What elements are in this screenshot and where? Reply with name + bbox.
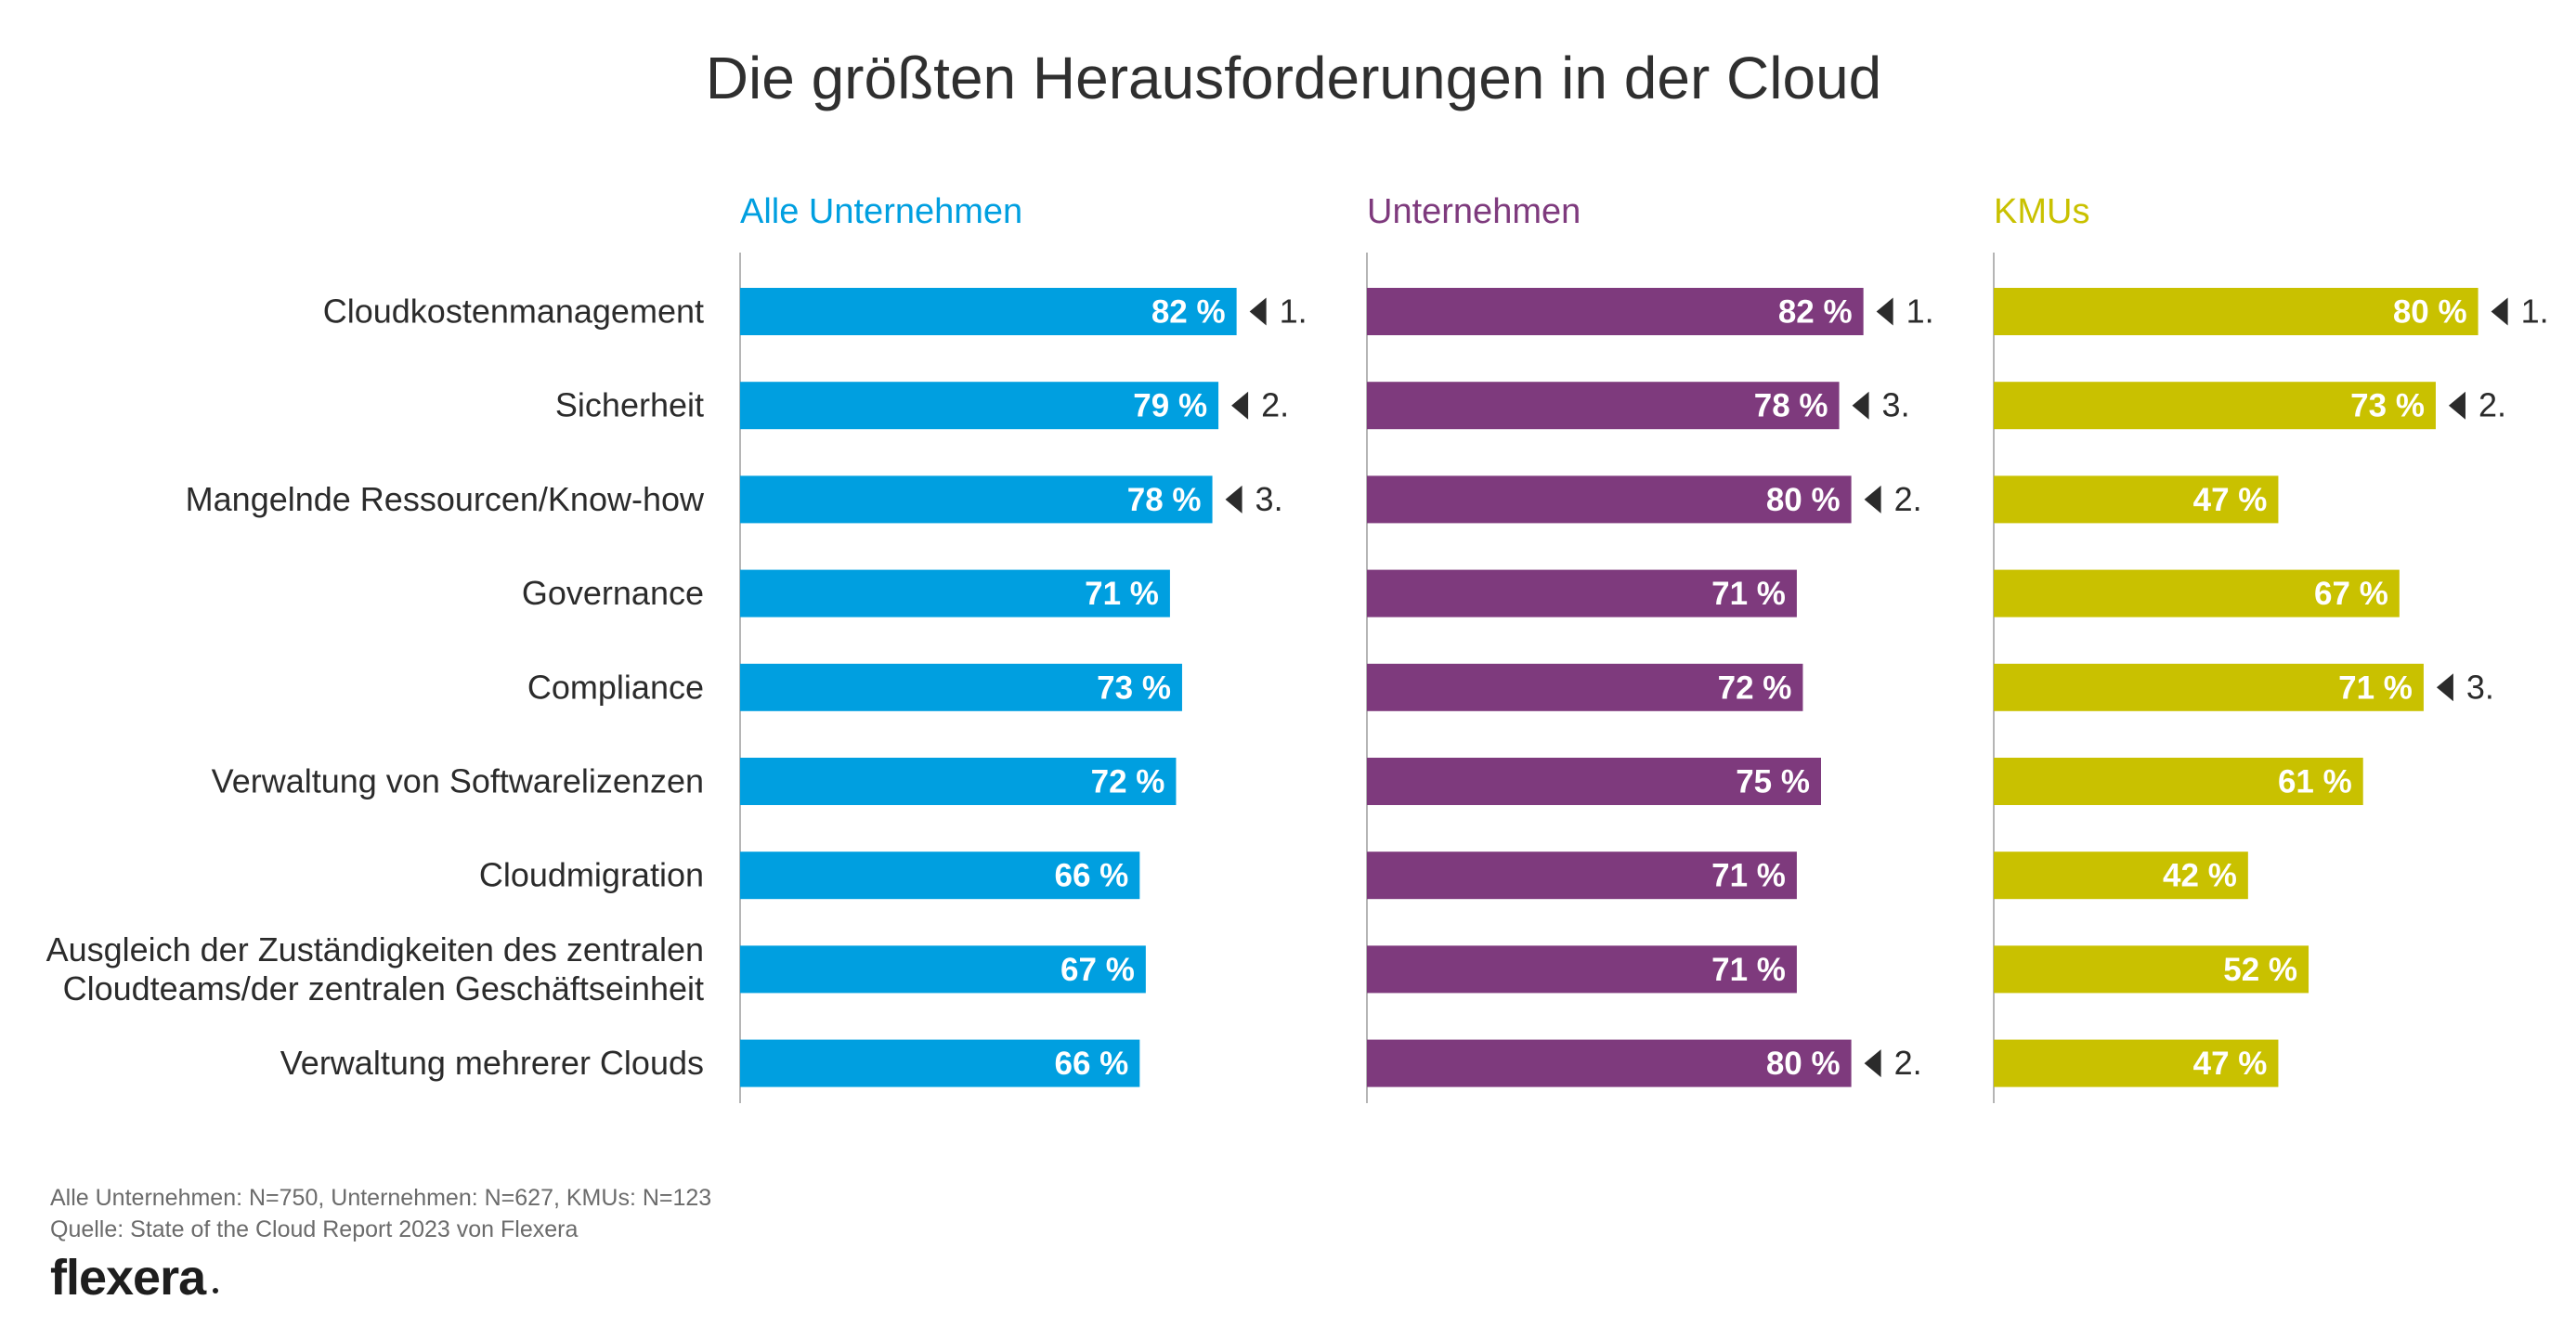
rank-label: 1.: [2521, 292, 2549, 331]
bar: [1367, 663, 1803, 711]
bar-value-label: 78 %: [1127, 482, 1202, 518]
category-label: Cloudmigration: [479, 856, 704, 894]
bar: [1367, 569, 1797, 618]
rank-label: 2.: [1261, 386, 1289, 424]
bar: [740, 758, 1177, 805]
rank-marker-icon: [1225, 485, 1242, 514]
category-label: Cloudkostenmanagement: [323, 292, 704, 331]
bar-value-label: 80 %: [1766, 1046, 1841, 1082]
bar-value-label: 47 %: [2193, 482, 2268, 518]
logo-dot: [213, 1288, 218, 1294]
bar: [1994, 758, 2363, 805]
bar-value-label: 71 %: [1085, 576, 1159, 612]
bar-value-label: 72 %: [1718, 670, 1792, 706]
rank-label: 2.: [1894, 480, 1922, 518]
category-label: Governance: [522, 574, 704, 612]
category-label: Mangelnde Ressourcen/Know-how: [186, 480, 705, 518]
bar-value-label: 52 %: [2223, 952, 2297, 988]
bar: [740, 569, 1170, 618]
bar: [1994, 475, 2279, 524]
bar: [1994, 288, 2478, 335]
rank-label: 2.: [1894, 1044, 1922, 1082]
bar-value-label: 71 %: [1711, 858, 1786, 894]
chart-title: Die größten Herausforderungen in der Clo…: [706, 45, 1882, 111]
bar-value-label: 82 %: [1778, 294, 1853, 331]
bar-value-label: 80 %: [1766, 482, 1841, 518]
group-title: Unternehmen: [1367, 192, 1581, 231]
bar: [740, 382, 1219, 430]
category-label: Ausgleich der Zuständigkeiten des zentra…: [46, 930, 704, 1008]
bar: [1367, 288, 1864, 335]
bar-value-label: 66 %: [1055, 1046, 1129, 1082]
bar: [1994, 382, 2436, 430]
rank-marker-icon: [1249, 297, 1267, 326]
group-title: Alle Unternehmen: [740, 192, 1022, 231]
chart-body: Cloudkostenmanagement Sicherheit Mangelnde…: [46, 192, 2549, 1103]
flexera-logo: flexera: [50, 1250, 218, 1306]
bar-value-label: 79 %: [1133, 388, 1207, 424]
rank-label: 3.: [1882, 386, 1910, 424]
bar: [1994, 1039, 2279, 1087]
bar-value-label: 42 %: [2163, 858, 2237, 894]
bar-value-label: 75 %: [1736, 764, 1810, 800]
bar: [1994, 663, 2424, 711]
rank-label: 1.: [1280, 292, 1308, 331]
logo-text: flexera: [50, 1250, 207, 1306]
category-label: Sicherheit: [555, 386, 704, 424]
bar: [1994, 569, 2400, 618]
rank-label: 3.: [1255, 480, 1283, 518]
bar: [740, 945, 1146, 994]
rank-marker-icon: [2491, 297, 2508, 326]
rank-marker-icon: [1864, 1049, 1881, 1078]
bar: [1367, 1039, 1852, 1087]
group-title: KMUs: [1994, 192, 2089, 231]
rank-marker-icon: [1864, 485, 1881, 514]
bar: [740, 852, 1140, 900]
bar-value-label: 66 %: [1055, 858, 1129, 894]
bar-value-label: 82 %: [1151, 294, 1226, 331]
sample-size-note: Alle Unternehmen: N=750, Unternehmen: N=…: [50, 1185, 711, 1211]
bar-value-label: 72 %: [1091, 764, 1165, 800]
category-label: Verwaltung mehrerer Clouds: [280, 1044, 704, 1082]
bar: [1367, 945, 1797, 994]
bar-value-label: 71 %: [2338, 670, 2413, 706]
bar-value-label: 71 %: [1711, 952, 1786, 988]
rank-marker-icon: [2436, 673, 2453, 702]
rank-marker-icon: [1852, 391, 1869, 420]
bar: [1367, 382, 1840, 430]
rank-marker-icon: [1876, 297, 1893, 326]
category-label: Verwaltung von Softwarelizenzen: [212, 762, 704, 800]
bar-value-label: 73 %: [1097, 670, 1171, 706]
bar-value-label: 71 %: [1711, 576, 1786, 612]
rank-marker-icon: [2448, 391, 2465, 420]
rank-label: 1.: [1906, 292, 1934, 331]
bar: [740, 663, 1182, 711]
bar-value-label: 73 %: [2350, 388, 2425, 424]
bar-value-label: 80 %: [2393, 294, 2467, 331]
rank-marker-icon: [1231, 391, 1249, 420]
bar-value-label: 67 %: [1060, 952, 1135, 988]
rank-label: 2.: [2478, 386, 2506, 424]
bar-value-label: 67 %: [2314, 576, 2388, 612]
bar-value-label: 61 %: [2278, 764, 2352, 800]
category-label: Compliance: [527, 668, 704, 706]
bar: [740, 475, 1213, 524]
bar: [740, 1039, 1140, 1087]
bar-value-label: 78 %: [1754, 388, 1828, 424]
bar: [1367, 475, 1852, 524]
rank-label: 3.: [2466, 668, 2494, 706]
bar: [1367, 852, 1797, 900]
bar: [1367, 758, 1821, 805]
bar: [740, 288, 1237, 335]
source-note: Quelle: State of the Cloud Report 2023 v…: [50, 1216, 578, 1242]
bar: [1994, 945, 2309, 994]
bar-value-label: 47 %: [2193, 1046, 2268, 1082]
bar: [1994, 852, 2248, 900]
